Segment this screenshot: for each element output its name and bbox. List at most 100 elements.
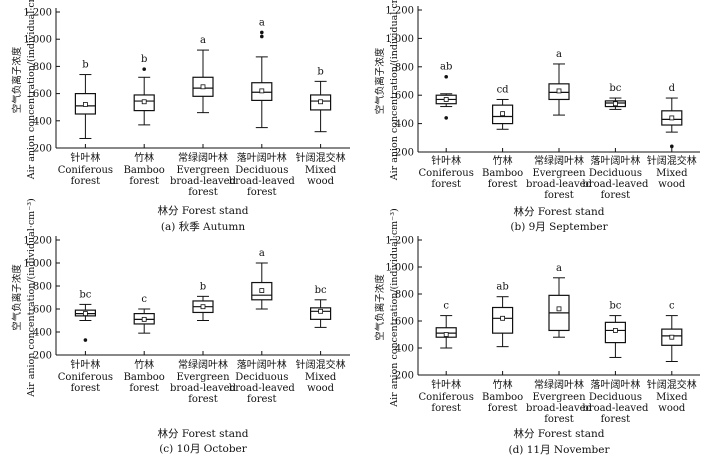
mean-marker [318,308,324,314]
category-label-en: wood [307,176,335,187]
y-tick-label: 1 000 [385,34,414,45]
category-label-en: forest [129,176,159,187]
mean-marker [669,115,675,121]
significance-letter: c [669,301,675,312]
chart-panel-2: 200 400 600 800 1 000 1 200 空气负离子浓度 Air anion c… [374,0,700,233]
category-label-en: Deciduous [235,165,288,176]
significance-letter: a [259,248,265,259]
category-label-en: forest [601,414,631,425]
category-label-cn: 针阔混交林 [296,358,346,371]
category-label-cn: 常绿阔叶林 [534,378,584,391]
chart-panel-1: 200 400 600 800 1 000 1 200 空气负离子浓度 Air anion c… [11,0,350,233]
category-label-en: broad-leaved [582,179,649,190]
category-label-en: forest [71,176,101,187]
category-label-cn: 落叶阔叶林 [590,378,640,391]
category-label-en: forest [601,190,631,201]
y-tick-label: 1 000 [385,263,414,274]
category-label-cn: 针叶林 [70,358,100,371]
y-axis-title-cn: 空气负离子浓度 [11,264,23,331]
category-label-en: Evergreen [532,392,586,403]
y-tick-label: 800 [33,282,52,293]
mean-marker [500,111,506,117]
category-label-en: broad-leaved [170,176,237,187]
y-tick-label: 200 [395,148,414,159]
y-tick-label: 600 [33,89,52,100]
category-label-en: Deciduous [589,392,642,403]
category-label-en: wood [658,179,686,190]
category-label-en: Bamboo [124,372,165,383]
category-label-cn: 针阔混交林 [647,378,697,391]
mean-marker [556,306,562,312]
category-label-en: forest [129,383,159,394]
y-tick-label: 400 [395,344,414,355]
mean-marker [259,288,265,294]
category-label-cn: 落叶阔叶林 [237,358,287,371]
category-label-en: Evergreen [532,168,586,179]
category-label-cn: 常绿阔叶林 [534,154,584,167]
category-label-en: forest [188,187,218,198]
y-tick-label: 1 200 [385,6,414,17]
outlier-point [142,67,146,71]
category-label-en: forest [431,403,461,414]
category-label-en: Mixed [656,168,688,179]
category-label-en: forest [247,394,277,405]
category-label-cn: 竹林 [493,154,513,167]
mean-marker [443,97,449,102]
category-label-en: Deciduous [235,372,288,383]
significance-letter: b [82,60,88,71]
x-axis-title: 林分 Forest stand [514,427,605,440]
category-label-en: forest [188,394,218,405]
panel-caption: (d) 11月 November [508,444,610,456]
category-label-en: Mixed [305,372,337,383]
category-label-en: broad-leaved [526,179,593,190]
y-tick-label: 400 [33,116,52,127]
significance-letter: bc [609,83,621,94]
category-label-en: Evergreen [176,372,230,383]
category-label-en: forest [71,383,101,394]
category-label-en: broad-leaved [526,403,593,414]
y-axis-title-cn: 空气负离子浓度 [11,46,23,113]
y-tick-label: 600 [33,305,52,316]
category-label-en: Bamboo [124,165,165,176]
y-axis-title-cn: 空气负离子浓度 [374,274,386,341]
y-tick-label: 800 [395,62,414,73]
y-tick-label: 400 [395,119,414,130]
significance-letter: cd [497,84,510,95]
mean-marker [669,334,675,340]
category-label-en: Bamboo [482,168,523,179]
significance-letter: d [669,83,676,94]
category-label-en: broad-leaved [229,383,296,394]
y-tick-label: 1 200 [23,8,52,19]
y-tick-label: 800 [33,62,52,73]
category-label-en: Mixed [656,392,688,403]
y-tick-label: 600 [395,317,414,328]
y-axis-title-en: Air anion concentration/(individual·cm⁻³… [26,198,37,397]
category-label-en: broad-leaved [582,403,649,414]
mean-marker [318,99,324,105]
category-label-en: forest [247,187,277,198]
category-label-en: forest [431,179,461,190]
significance-letter: b [200,281,206,292]
category-label-en: forest [544,414,574,425]
y-tick-label: 1 200 [23,236,52,247]
category-label-en: Coniferous [58,372,113,383]
y-axis-title-en: Air anion concentration/(individual·cm⁻³… [389,208,400,407]
panel-caption: (b) 9月 September [510,221,608,233]
significance-letter: ab [496,282,508,293]
category-label-cn: 针阔混交林 [296,151,346,164]
mean-marker [556,88,562,94]
significance-letter: a [556,49,562,60]
category-label-cn: 针叶林 [431,378,461,391]
category-label-en: wood [307,383,335,394]
significance-letter: c [443,301,449,312]
